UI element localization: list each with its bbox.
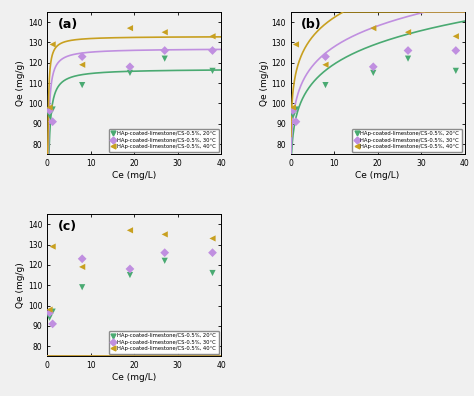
Point [292, 118, 300, 125]
X-axis label: Ce (mg/L): Ce (mg/L) [356, 171, 400, 180]
X-axis label: Ce (mg/L): Ce (mg/L) [112, 171, 156, 180]
Point [126, 266, 134, 272]
Point [452, 68, 460, 74]
Point [78, 82, 86, 88]
Point [370, 25, 377, 31]
Point [370, 64, 377, 70]
Point [78, 255, 86, 262]
Point [49, 118, 56, 125]
Point [161, 29, 169, 35]
Point [404, 55, 412, 62]
Y-axis label: Qe (mg/g): Qe (mg/g) [16, 60, 25, 106]
Point [209, 33, 216, 40]
Point [209, 48, 216, 54]
Point [46, 112, 54, 119]
Point [46, 307, 54, 313]
Point [404, 48, 412, 54]
Point [49, 41, 56, 48]
Point [404, 29, 412, 35]
Point [161, 48, 169, 54]
Point [161, 55, 169, 62]
Point [46, 310, 54, 316]
Point [209, 68, 216, 74]
Point [452, 33, 460, 40]
Point [161, 249, 169, 256]
Point [49, 244, 56, 250]
Point [322, 62, 329, 68]
Point [78, 284, 86, 290]
Point [289, 104, 297, 110]
Point [161, 231, 169, 238]
Point [46, 104, 54, 110]
Y-axis label: Qe (mg/g): Qe (mg/g) [260, 60, 269, 106]
Point [292, 41, 300, 48]
Point [49, 308, 56, 315]
Point [49, 321, 56, 327]
Point [209, 249, 216, 256]
Legend: HAp-coated-limestone/CS-0.5%, 20°C, HAp-coated-limestone/CS-0.5%, 30°C, HAp-coat: HAp-coated-limestone/CS-0.5%, 20°C, HAp-… [352, 129, 462, 152]
Point [126, 272, 134, 278]
Point [78, 264, 86, 270]
Text: (a): (a) [58, 17, 78, 30]
Point [289, 112, 297, 119]
Point [161, 258, 169, 264]
Point [322, 82, 329, 88]
Point [46, 314, 54, 321]
Point [46, 107, 54, 114]
Point [209, 235, 216, 242]
Point [289, 107, 297, 114]
Y-axis label: Qe (mg/g): Qe (mg/g) [16, 262, 25, 308]
Point [209, 270, 216, 276]
X-axis label: Ce (mg/L): Ce (mg/L) [112, 373, 156, 382]
Point [126, 227, 134, 234]
Text: (b): (b) [301, 17, 322, 30]
Legend: HAp-coated-limestone/CS-0.5%, 20°C, HAp-coated-limestone/CS-0.5%, 30°C, HAp-coat: HAp-coated-limestone/CS-0.5%, 20°C, HAp-… [109, 331, 219, 354]
Point [49, 107, 56, 113]
Legend: HAp-coated-limestone/CS-0.5%, 20°C, HAp-coated-limestone/CS-0.5%, 30°C, HAp-coat: HAp-coated-limestone/CS-0.5%, 20°C, HAp-… [109, 129, 219, 152]
Point [322, 53, 329, 60]
Point [126, 70, 134, 76]
Point [126, 25, 134, 31]
Point [292, 107, 300, 113]
Text: (c): (c) [58, 220, 77, 233]
Point [452, 48, 460, 54]
Point [370, 70, 377, 76]
Point [78, 62, 86, 68]
Point [78, 53, 86, 60]
Point [126, 64, 134, 70]
